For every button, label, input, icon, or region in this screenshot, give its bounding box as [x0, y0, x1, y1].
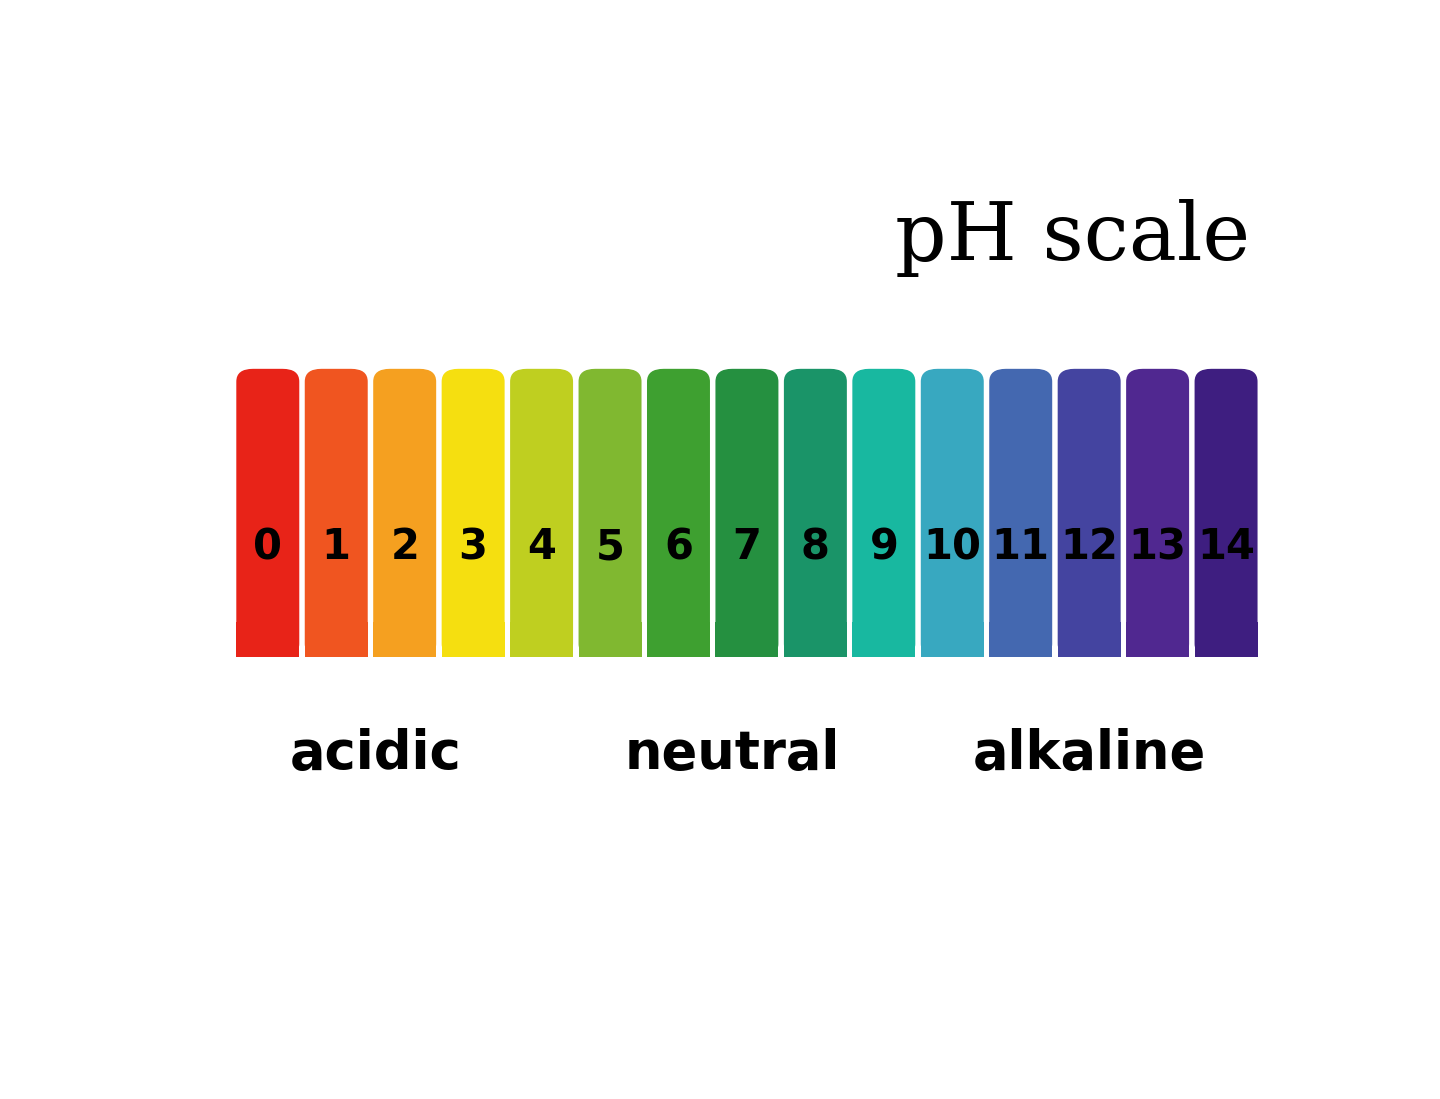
Text: 3: 3 [458, 526, 488, 568]
FancyBboxPatch shape [920, 369, 984, 656]
FancyBboxPatch shape [373, 369, 436, 656]
Text: 2: 2 [390, 526, 419, 568]
FancyBboxPatch shape [716, 622, 779, 656]
FancyBboxPatch shape [442, 622, 504, 656]
FancyBboxPatch shape [236, 622, 300, 656]
FancyBboxPatch shape [1126, 622, 1189, 656]
FancyBboxPatch shape [305, 622, 367, 656]
FancyBboxPatch shape [579, 622, 641, 656]
Text: 1: 1 [321, 526, 351, 568]
Text: 4: 4 [527, 526, 556, 568]
FancyBboxPatch shape [852, 622, 916, 656]
Text: pH scale: pH scale [896, 199, 1250, 277]
FancyBboxPatch shape [647, 369, 710, 656]
Text: 11: 11 [992, 526, 1050, 568]
FancyBboxPatch shape [510, 369, 573, 656]
FancyBboxPatch shape [579, 369, 641, 656]
FancyBboxPatch shape [1126, 369, 1189, 656]
FancyBboxPatch shape [783, 622, 847, 656]
FancyBboxPatch shape [442, 369, 504, 656]
Text: 12: 12 [1060, 526, 1117, 568]
FancyBboxPatch shape [647, 622, 710, 656]
FancyBboxPatch shape [783, 369, 847, 656]
Text: 5: 5 [596, 526, 625, 568]
Text: 6: 6 [664, 526, 693, 568]
Text: 10: 10 [923, 526, 981, 568]
FancyBboxPatch shape [989, 622, 1053, 656]
Text: 9: 9 [870, 526, 899, 568]
FancyBboxPatch shape [1195, 622, 1257, 656]
Text: 14: 14 [1197, 526, 1256, 568]
Text: acidic: acidic [289, 728, 461, 780]
Text: 13: 13 [1129, 526, 1187, 568]
Text: alkaline: alkaline [973, 728, 1207, 780]
FancyBboxPatch shape [1058, 369, 1120, 656]
FancyBboxPatch shape [510, 622, 573, 656]
FancyBboxPatch shape [852, 369, 916, 656]
Text: neutral: neutral [625, 728, 840, 780]
FancyBboxPatch shape [305, 369, 367, 656]
FancyBboxPatch shape [1195, 369, 1257, 656]
FancyBboxPatch shape [1058, 622, 1120, 656]
Text: 7: 7 [733, 526, 762, 568]
FancyBboxPatch shape [236, 369, 300, 656]
FancyBboxPatch shape [920, 622, 984, 656]
Text: 8: 8 [801, 526, 829, 568]
Text: 0: 0 [253, 526, 282, 568]
FancyBboxPatch shape [989, 369, 1053, 656]
FancyBboxPatch shape [716, 369, 779, 656]
FancyBboxPatch shape [373, 622, 436, 656]
